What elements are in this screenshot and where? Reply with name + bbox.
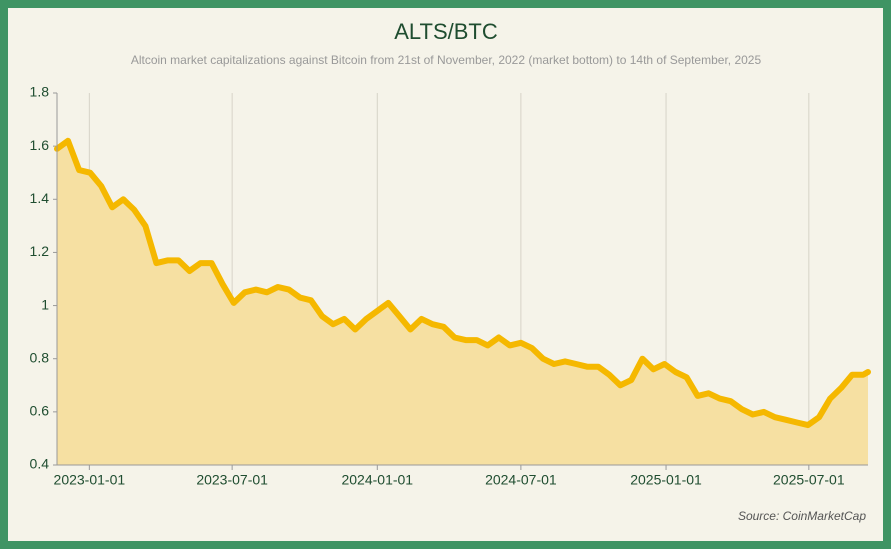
source: Source: CoinMarketCap — [738, 509, 866, 523]
chart-subtitle: Altcoin market capitalizations against B… — [131, 53, 762, 67]
y-tick-label: 0.4 — [30, 456, 50, 472]
x-tick-label: 2023-07-01 — [196, 472, 268, 488]
y-tick-label: 1.6 — [30, 137, 50, 153]
chart-title: ALTS/BTC — [394, 19, 498, 44]
y-tick-label: 0.8 — [30, 349, 50, 365]
x-tick-label: 2025-01-01 — [630, 472, 702, 488]
y-tick-label: 0.6 — [30, 403, 50, 419]
y-tick-label: 1.2 — [30, 243, 50, 259]
area — [57, 140, 868, 466]
x-tick-label: 2024-01-01 — [341, 472, 413, 488]
line — [54, 137, 871, 429]
x-tick-label: 2025-07-01 — [773, 472, 845, 488]
x-tick-label: 2023-01-01 — [54, 472, 126, 488]
y-tick-label: 1.4 — [30, 190, 50, 206]
y-tick-label: 1.8 — [30, 84, 50, 100]
chart: ALTS/BTC Altcoin market capitalizations … — [30, 19, 871, 523]
y-tick-label: 1 — [41, 296, 49, 312]
x-tick-label: 2024-07-01 — [485, 472, 557, 488]
